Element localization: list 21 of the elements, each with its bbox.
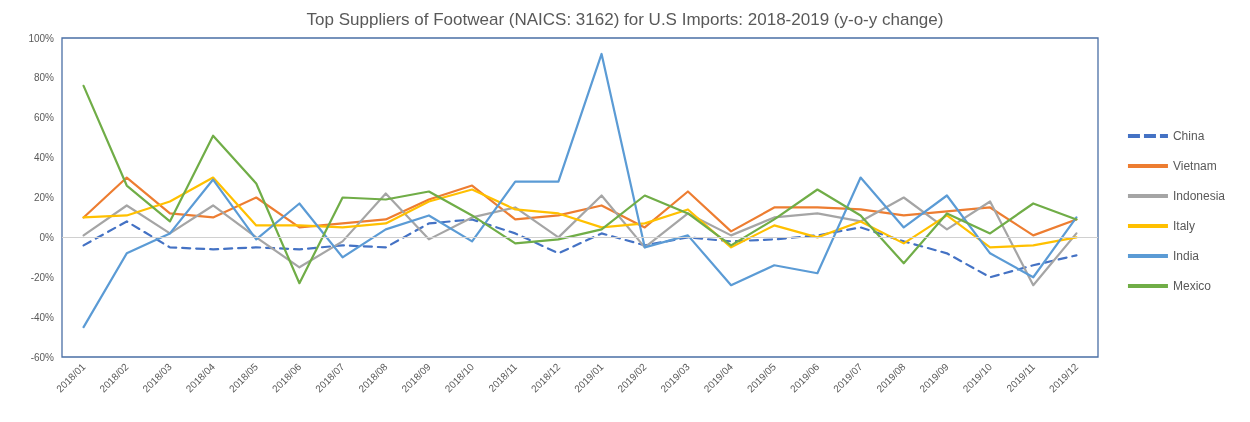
chart-title: Top Suppliers of Footwear (NAICS: 3162) for U.S Imports: 2018-2019 (y-o-y change): [306, 10, 944, 29]
line-series: [82, 218, 1078, 279]
y-tick-label: 80%: [33, 72, 55, 84]
legend-label: Italy: [1172, 219, 1195, 233]
line-series: [82, 52, 1078, 329]
y-tick-label: 20%: [33, 192, 55, 203]
line-series: [82, 84, 1078, 285]
y-tick-label: -60%: [30, 351, 55, 363]
y-tick-label: 60%: [33, 112, 55, 124]
legend-label: India: [1172, 249, 1200, 263]
y-tick-label: 0%: [39, 231, 55, 243]
legend-label: Vietnam: [1172, 159, 1217, 173]
legend-label: Indonesia: [1172, 189, 1226, 203]
y-tick-label: 40%: [33, 152, 55, 164]
y-tick-label: 100%: [28, 32, 55, 44]
legend-label: China: [1172, 129, 1205, 143]
line-series: [82, 176, 1078, 249]
line-series: [82, 192, 1078, 287]
y-tick-label: -20%: [30, 271, 55, 283]
y-tick-label: -40%: [30, 311, 55, 323]
legend-label: Mexico: [1172, 279, 1212, 293]
